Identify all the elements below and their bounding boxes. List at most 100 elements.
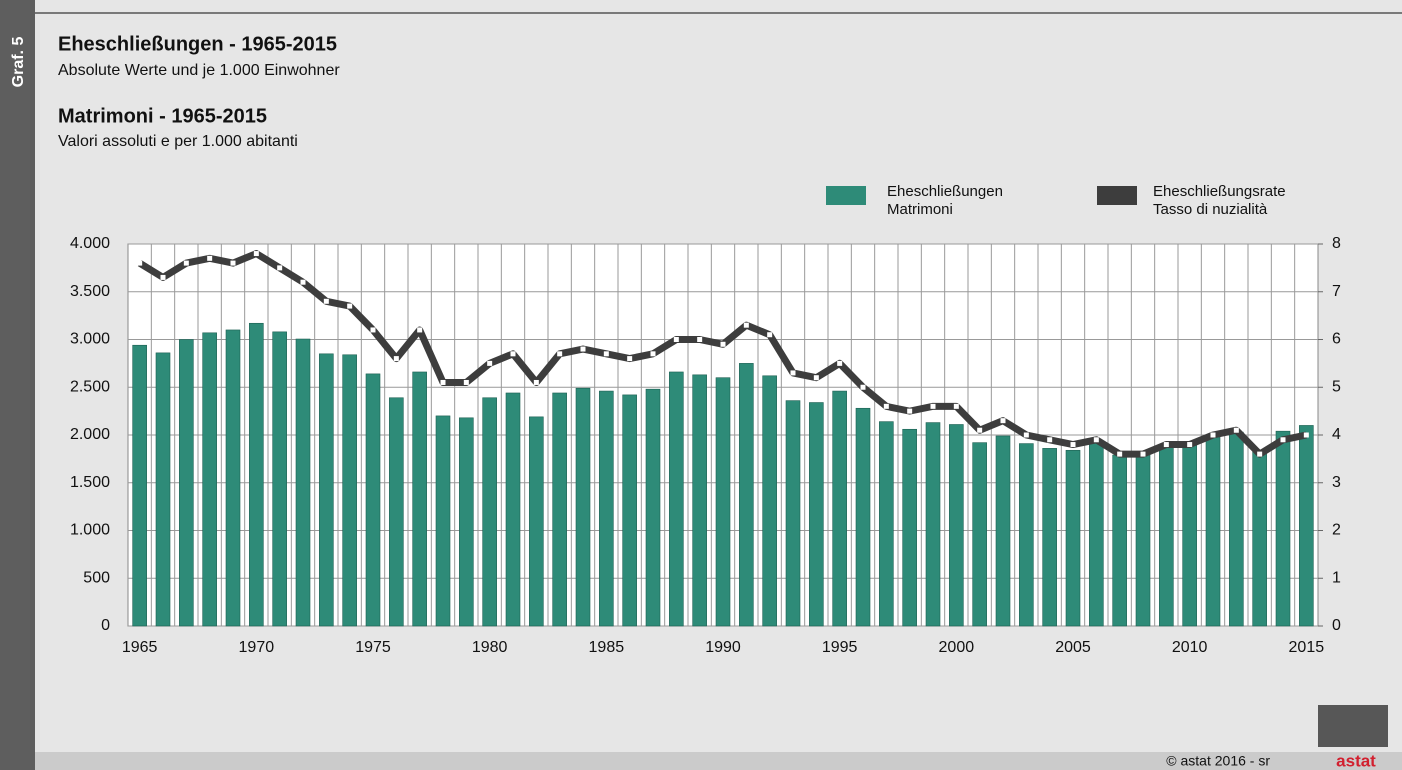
- line-marker: [1187, 442, 1193, 448]
- bar: [295, 338, 311, 627]
- line-marker: [1257, 451, 1263, 457]
- line-marker: [813, 375, 819, 381]
- y2-tick-label: 2: [1332, 522, 1341, 539]
- line-marker: [323, 298, 329, 304]
- line-marker: [697, 337, 703, 342]
- bar: [179, 339, 194, 627]
- y2-tick-label: 8: [1332, 235, 1341, 252]
- y-tick-label: 2.500: [70, 378, 110, 395]
- chart-subtitle: Absolute Werte und je 1.000 Einwohner: [58, 62, 340, 79]
- line-marker: [767, 332, 773, 338]
- x-tick-label: 2000: [939, 639, 975, 656]
- bar: [342, 354, 357, 627]
- x-tick-label: 2005: [1055, 639, 1091, 656]
- x-tick-label: 1980: [472, 639, 508, 656]
- bar: [832, 390, 847, 627]
- line-marker: [347, 303, 353, 309]
- bar: [995, 435, 1011, 627]
- bar: [785, 400, 801, 627]
- line-marker: [1280, 437, 1286, 443]
- bar: [715, 377, 731, 627]
- x-tick-label: 1975: [355, 639, 391, 656]
- legend-swatch: [1097, 186, 1137, 205]
- bar: [1275, 430, 1291, 627]
- bar: [599, 390, 614, 627]
- line-marker: [557, 351, 563, 357]
- line-marker: [183, 260, 189, 266]
- bar: [249, 322, 264, 627]
- line-marker: [883, 403, 889, 409]
- line-marker: [650, 351, 656, 357]
- line-marker: [1163, 442, 1169, 448]
- y2-tick-label: 4: [1332, 426, 1341, 443]
- bar: [762, 375, 777, 627]
- x-tick-label: 1985: [589, 639, 625, 656]
- x-tick-label: 1965: [122, 639, 158, 656]
- line-marker: [487, 360, 493, 366]
- bar: [365, 373, 381, 627]
- y2-tick-label: 7: [1332, 283, 1341, 300]
- line-marker: [1140, 451, 1146, 457]
- bar: [202, 332, 217, 627]
- chart-subtitle-it: Valori assoluti e per 1.000 abitanti: [58, 133, 298, 150]
- bar: [692, 374, 707, 627]
- y-tick-label: 3.000: [70, 331, 110, 348]
- line-marker: [230, 260, 236, 266]
- credit: © astat 2016 - sr: [1166, 753, 1270, 769]
- line-marker: [1023, 432, 1029, 438]
- line-marker: [533, 379, 539, 385]
- line-marker: [277, 265, 283, 271]
- y-tick-label: 3.500: [70, 283, 110, 300]
- y-tick-label: 500: [83, 569, 110, 586]
- line-marker: [627, 356, 633, 362]
- bar: [225, 329, 241, 627]
- bar: [1089, 440, 1104, 627]
- bar: [1135, 454, 1151, 627]
- bottom-strip: [35, 752, 1402, 770]
- line-marker: [1117, 451, 1123, 457]
- line-marker: [673, 337, 679, 342]
- bar: [622, 394, 637, 627]
- y-tick-label: 2.000: [70, 426, 110, 443]
- x-tick-label: 1970: [239, 639, 275, 656]
- logo-mark: [1318, 705, 1388, 747]
- bar: [925, 422, 941, 627]
- bar: [459, 417, 474, 627]
- line-marker: [1233, 427, 1239, 433]
- side-label: Graf. 5: [10, 37, 27, 88]
- bar: [645, 388, 661, 627]
- line-marker: [837, 360, 843, 366]
- line-marker: [790, 370, 796, 376]
- y2-tick-label: 5: [1332, 378, 1341, 395]
- legend-swatch: [826, 186, 866, 205]
- bar: [1019, 443, 1034, 627]
- line-marker: [510, 351, 516, 357]
- line-marker: [603, 351, 609, 357]
- bar: [949, 424, 964, 627]
- x-tick-label: 2010: [1172, 639, 1208, 656]
- legend-label: Eheschließungsrate Tasso di nuzialità: [1153, 183, 1286, 218]
- bar: [902, 428, 917, 627]
- chart-title-it: Matrimoni - 1965-2015: [58, 105, 267, 127]
- logo: astat: [1336, 751, 1376, 770]
- y-tick-label: 1.000: [70, 522, 110, 539]
- line-marker: [580, 346, 586, 352]
- line-marker: [463, 379, 469, 385]
- bar: [319, 353, 334, 627]
- line-marker: [207, 255, 213, 261]
- bar: [1042, 448, 1057, 627]
- bar: [1159, 446, 1174, 627]
- bar: [809, 402, 824, 627]
- bar: [739, 363, 754, 627]
- side-strip: [0, 0, 35, 770]
- y-tick-label: 1.500: [70, 474, 110, 491]
- y-tick-label: 0: [101, 617, 110, 634]
- bar: [272, 331, 287, 627]
- y2-tick-label: 6: [1332, 331, 1341, 348]
- line-marker: [1093, 437, 1099, 443]
- bar: [482, 397, 497, 627]
- legend-label: Eheschließungen Matrimoni: [887, 183, 1003, 218]
- bar: [855, 407, 871, 627]
- bar: [132, 344, 147, 627]
- bar: [1299, 425, 1314, 627]
